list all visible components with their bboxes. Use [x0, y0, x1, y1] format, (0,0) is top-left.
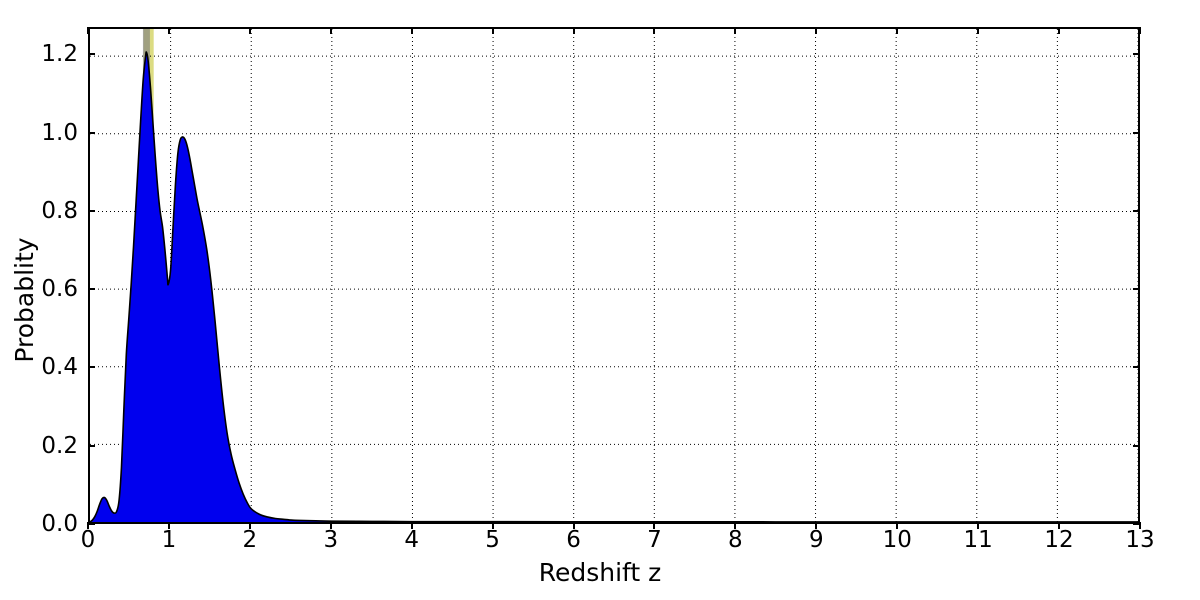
x-tick-mark-top: [1058, 27, 1061, 34]
grid-layer: [90, 29, 1138, 522]
x-tick-label: 3: [323, 527, 339, 553]
y-tick-label: 0.0: [41, 511, 78, 537]
x-tick-mark: [815, 522, 818, 529]
x-tick-label: 4: [404, 527, 420, 553]
x-tick-label: 11: [963, 527, 993, 553]
y-tick-mark: [88, 131, 95, 134]
x-tick-mark: [896, 522, 899, 529]
x-tick-label: 6: [566, 527, 581, 553]
x-tick-mark: [329, 522, 332, 529]
x-tick-label: 10: [882, 527, 912, 553]
x-tick-mark: [87, 522, 89, 529]
x-tick-mark-top: [87, 27, 89, 34]
x-tick-label: 8: [728, 527, 743, 553]
y-tick-mark-right: [1133, 53, 1140, 56]
y-tick-mark: [88, 444, 95, 447]
x-tick-mark-top: [491, 27, 494, 34]
curve-outline: [90, 52, 1138, 522]
x-tick-mark-top: [896, 27, 899, 34]
x-tick-label: 0: [80, 527, 96, 553]
x-tick-mark: [734, 522, 737, 529]
x-tick-mark-top: [734, 27, 737, 34]
y-tick-label: 0.8: [41, 197, 78, 224]
x-tick-mark: [1058, 522, 1061, 529]
x-tick-mark: [248, 522, 251, 529]
x-tick-mark: [167, 522, 170, 529]
x-tick-mark: [1139, 522, 1141, 529]
x-tick-label: 9: [808, 527, 824, 553]
x-tick-mark-top: [248, 27, 251, 34]
x-tick-label: 7: [647, 527, 662, 553]
x-tick-label: 13: [1125, 527, 1155, 553]
x-tick-mark: [491, 522, 494, 529]
y-tick-label: 0.6: [41, 276, 78, 303]
x-tick-mark-top: [329, 27, 332, 34]
curve-fill: [90, 51, 1138, 522]
x-tick-mark: [653, 522, 656, 529]
y-tick-mark-right: [1133, 131, 1140, 134]
x-tick-mark-top: [572, 27, 575, 34]
x-tick-mark: [977, 522, 980, 529]
y-axis-title: Probablity: [10, 237, 39, 363]
x-tick-mark: [572, 522, 575, 529]
y-tick-mark: [88, 523, 95, 525]
x-tick-label: 2: [242, 527, 258, 553]
probability-density-curve: [90, 29, 1138, 522]
x-tick-mark-top: [410, 27, 413, 34]
y-tick-mark-right: [1133, 523, 1140, 525]
y-tick-mark-right: [1133, 288, 1140, 291]
x-tick-mark-top: [653, 27, 656, 34]
y-tick-mark: [88, 209, 95, 212]
x-axis-title: Redshift z: [538, 558, 662, 587]
x-tick-label: 5: [485, 527, 500, 553]
y-tick-label: 1.0: [41, 119, 78, 146]
x-tick-label: 1: [161, 527, 177, 553]
x-tick-mark-top: [977, 27, 980, 34]
y-tick-mark: [88, 288, 95, 291]
y-tick-mark: [88, 366, 95, 369]
x-tick-mark-top: [815, 27, 818, 34]
x-tick-mark-top: [1139, 27, 1141, 34]
y-tick-mark: [88, 53, 95, 56]
plot-area: [88, 27, 1140, 524]
y-tick-mark-right: [1133, 366, 1140, 369]
x-tick-mark-top: [167, 27, 170, 34]
y-tick-mark-right: [1133, 444, 1140, 447]
y-tick-label: 1.2: [41, 41, 78, 68]
y-tick-label: 0.4: [41, 354, 78, 381]
y-tick-label: 0.2: [41, 432, 78, 459]
y-tick-mark-right: [1133, 209, 1140, 212]
x-tick-label: 12: [1044, 527, 1074, 553]
x-tick-mark: [410, 522, 413, 529]
